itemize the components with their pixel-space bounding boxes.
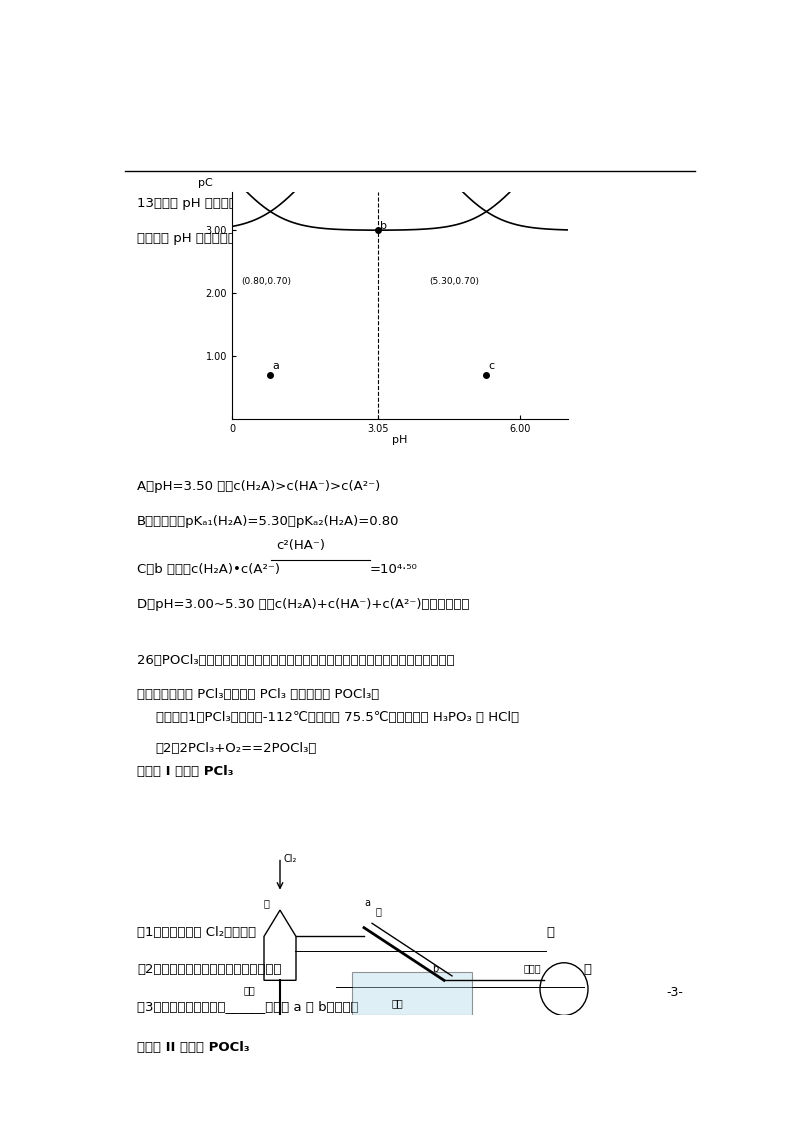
Text: 13．类比 pH 的定义，对于稀溶液可以定义 pC=-lgC，pKₐ=-lgKₐ。常温下，某浓度 H₂A 溶: 13．类比 pH 的定义，对于稀溶液可以定义 pC=-lgC，pKₐ=-lgKₐ… bbox=[138, 197, 546, 209]
Text: a: a bbox=[364, 898, 370, 908]
Text: 红磷: 红磷 bbox=[244, 986, 256, 995]
Text: 碱石灰: 碱石灰 bbox=[524, 963, 542, 974]
Text: 【实验 I 】制备 PCl₃: 【实验 I 】制备 PCl₃ bbox=[138, 765, 234, 778]
Y-axis label: pC: pC bbox=[198, 178, 213, 188]
Text: C．b 点时，c(H₂A)•c(A²⁻): C．b 点时，c(H₂A)•c(A²⁻) bbox=[138, 563, 280, 576]
Text: （1）实验室制备 Cl₂的原理是: （1）实验室制备 Cl₂的原理是 bbox=[138, 926, 256, 940]
Text: b: b bbox=[380, 221, 387, 231]
Text: B．常温下，pKₐ₁(H₂A)=5.30，pKₐ₂(H₂A)=0.80: B．常温下，pKₐ₁(H₂A)=5.30，pKₐ₂(H₂A)=0.80 bbox=[138, 515, 400, 528]
Text: 【实验 II 】制备 POCl₃: 【实验 II 】制备 POCl₃ bbox=[138, 1041, 250, 1055]
Text: -3-: -3- bbox=[666, 986, 682, 998]
Text: c: c bbox=[489, 360, 495, 370]
Text: 冷水: 冷水 bbox=[392, 998, 404, 1009]
Polygon shape bbox=[352, 971, 472, 1015]
Text: c²(HA⁻): c²(HA⁻) bbox=[277, 539, 326, 551]
Text: =10⁴⋅⁵⁰: =10⁴⋅⁵⁰ bbox=[370, 563, 418, 576]
Text: 已知：（1）PCl₃的熔点为-112℃，沸点为 75.5℃，遇水生成 H₃PO₃ 和 HCl；: 已知：（1）PCl₃的熔点为-112℃，沸点为 75.5℃，遇水生成 H₃PO₃… bbox=[156, 711, 519, 724]
Text: 甲: 甲 bbox=[264, 898, 270, 908]
Text: （2）2PCl₃+O₂==2POCl₃。: （2）2PCl₃+O₂==2POCl₃。 bbox=[156, 741, 317, 755]
Text: 。: 。 bbox=[546, 926, 554, 940]
Text: （2）碱石灰的作用除了处理尾气外还有: （2）碱石灰的作用除了处理尾气外还有 bbox=[138, 963, 282, 976]
Text: A．pH=3.50 时，c(H₂A)>c(HA⁻)>c(A²⁻): A．pH=3.50 时，c(H₂A)>c(HA⁻)>c(A²⁻) bbox=[138, 480, 381, 494]
Text: (5.30,0.70): (5.30,0.70) bbox=[429, 276, 478, 285]
Text: a: a bbox=[273, 360, 280, 370]
X-axis label: pH: pH bbox=[392, 435, 408, 445]
Text: 乙: 乙 bbox=[376, 907, 382, 917]
Text: 。: 。 bbox=[584, 963, 592, 976]
Text: 液在不同 pH 值下，测得 pC(H₂A)、pC(HA⁻)、pC(A²⁻)变化如图所示。下列说法正确的是: 液在不同 pH 值下，测得 pC(H₂A)、pC(HA⁻)、pC(A²⁻)变化如… bbox=[138, 232, 532, 245]
Text: (0.80,0.70): (0.80,0.70) bbox=[242, 276, 291, 285]
Text: D．pH=3.00~5.30 时，c(H₂A)+c(HA⁻)+c(A²⁻)先增大后减小: D．pH=3.00~5.30 时，c(H₂A)+c(HA⁻)+c(A²⁻)先增大… bbox=[138, 598, 470, 611]
Text: （3）装置乙中冷凝水从______（选填 a 或 b）进入。: （3）装置乙中冷凝水从______（选填 a 或 b）进入。 bbox=[138, 1000, 359, 1013]
Text: Cl₂: Cl₂ bbox=[284, 854, 298, 864]
Text: 26．POCl₃广泛用于染料等工业。某化学学习小组借助拉瓦锡研究空气成分的曲颈瓶: 26．POCl₃广泛用于染料等工业。某化学学习小组借助拉瓦锡研究空气成分的曲颈瓶 bbox=[138, 654, 455, 668]
Text: （装置甲）合成 PCl₃，并采取 PCl₃ 氧化法制备 POCl₃。: （装置甲）合成 PCl₃，并采取 PCl₃ 氧化法制备 POCl₃。 bbox=[138, 687, 379, 701]
Text: b: b bbox=[432, 963, 438, 974]
